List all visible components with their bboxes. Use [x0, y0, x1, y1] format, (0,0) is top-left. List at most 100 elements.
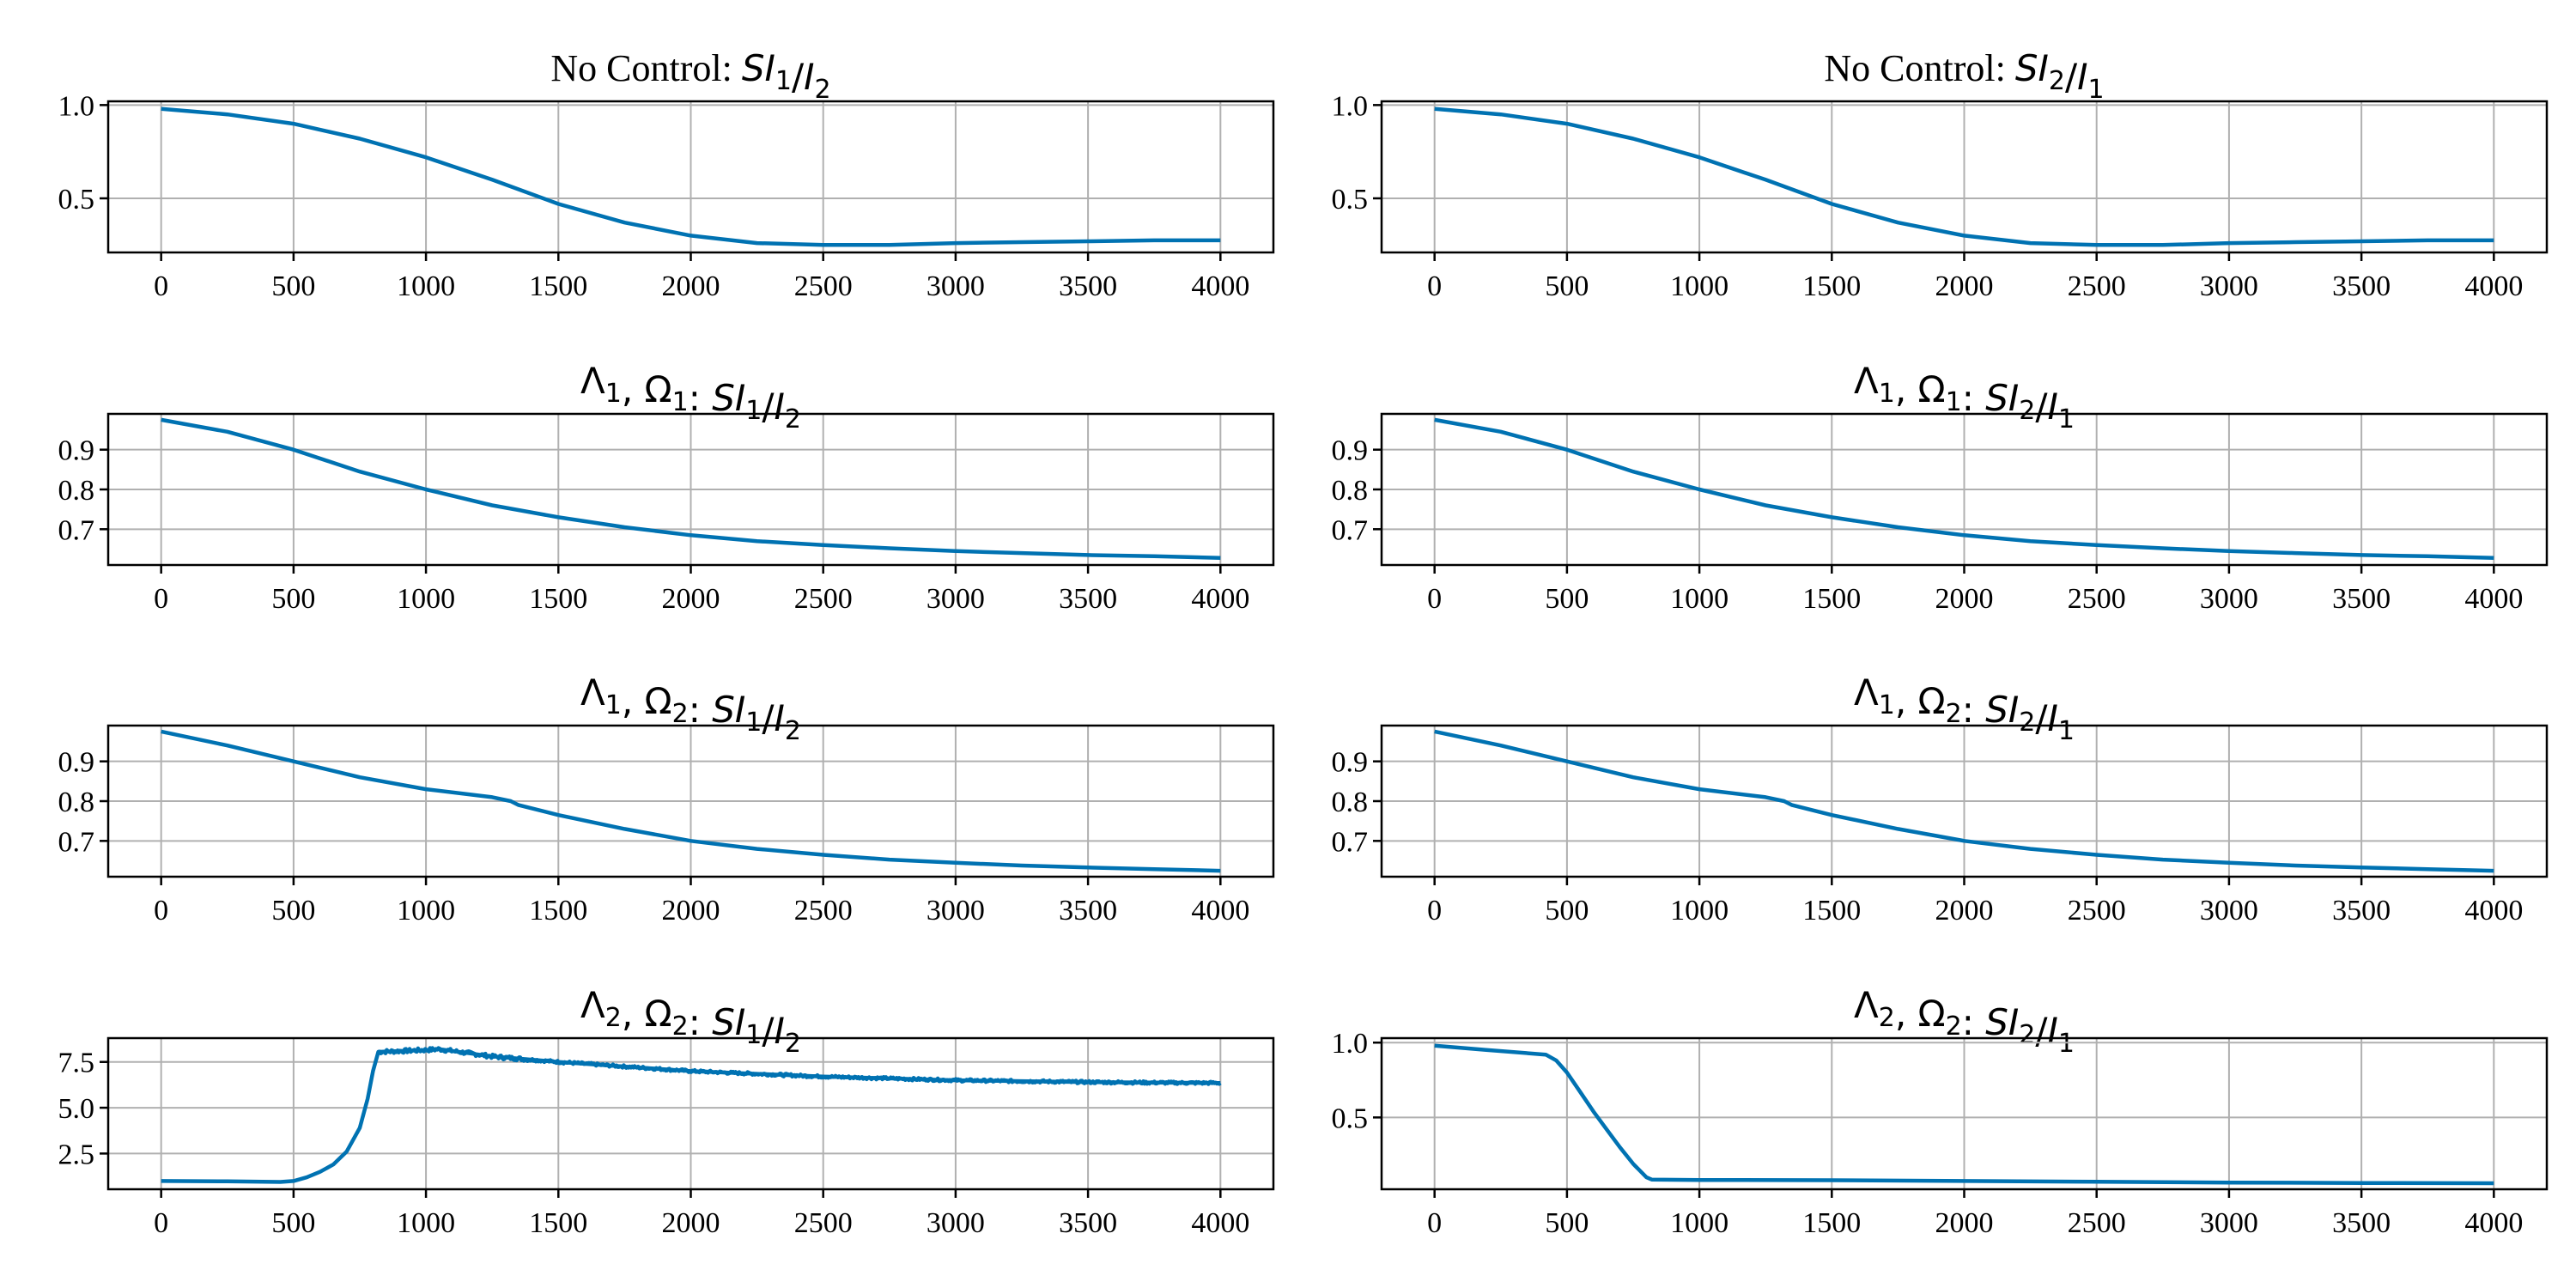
y-tick-label: 0.9: [1332, 435, 1369, 467]
x-tick-label: 1000: [397, 1207, 455, 1239]
subplot-title: Λ1, Ω1: SI2/I1: [1854, 360, 2075, 434]
x-tick-label: 3500: [1059, 270, 1117, 302]
subplot-title: Λ1, Ω2: SI2/I1: [1854, 671, 2075, 746]
y-tick-label: 0.9: [58, 435, 95, 467]
x-tick-label: 2500: [794, 270, 853, 302]
x-tick-label: 4000: [2464, 270, 2523, 302]
subplot-8: Λ2, Ω2: SI2/I1 0 500 1000 1500 2000 2500 3000 35…: [1332, 984, 2549, 1239]
x-tick-label: 0: [154, 583, 168, 615]
y-tick-label: 0.7: [58, 826, 95, 858]
y-tick-label: 0.5: [58, 184, 95, 216]
x-tick-label: 1000: [397, 270, 455, 302]
data-series-line: [1434, 729, 2494, 873]
y-tick-label: 0.5: [1332, 1103, 1369, 1134]
y-tick-label: 0.5: [1332, 184, 1369, 216]
x-tick-label: 2000: [662, 583, 720, 615]
x-tick-label: 4000: [1191, 583, 1249, 615]
x-tick-label: 3000: [2200, 1207, 2258, 1239]
x-tick-label: 1500: [1802, 583, 1861, 615]
x-tick-label: 2500: [794, 895, 853, 927]
x-tick-label: 2500: [794, 1207, 853, 1239]
y-tick-label: 0.8: [1332, 787, 1369, 818]
subplot-4: Λ1, Ω1: SI2/I1 0 500 1000 1500 2000 2500 3000 35…: [1332, 360, 2549, 615]
x-tick-label: 0: [1427, 895, 1442, 927]
x-tick-label: 2000: [1935, 270, 1994, 302]
x-tick-label: 1000: [397, 895, 455, 927]
data-series-line: [161, 729, 1221, 873]
x-tick-label: 2000: [662, 1207, 720, 1239]
y-tick-label: 2.5: [58, 1139, 95, 1170]
x-tick-label: 500: [271, 583, 315, 615]
subplot-title: Λ1, Ω2: SI1/I2: [580, 671, 801, 746]
x-tick-label: 1000: [1670, 270, 1728, 302]
x-tick-label: 0: [1427, 270, 1442, 302]
x-tick-label: 3000: [2200, 895, 2258, 927]
x-tick-label: 3000: [2200, 583, 2258, 615]
x-tick-label: 3500: [2332, 583, 2391, 615]
subplot-7: Λ2, Ω2: SI1/I2 0 500 1000 1500 2000 2500 3000 35…: [58, 984, 1275, 1239]
x-tick-label: 2000: [1935, 895, 1994, 927]
x-tick-label: 2000: [1935, 583, 1994, 615]
y-tick-label: 0.9: [58, 747, 95, 779]
y-tick-label: 0.7: [1332, 826, 1369, 858]
x-tick-label: 3500: [2332, 895, 2391, 927]
x-tick-label: 3500: [1059, 583, 1117, 615]
x-tick-label: 3000: [927, 270, 985, 302]
x-tick-label: 4000: [2464, 895, 2523, 927]
subplot-title: Λ2, Ω2: SI1/I2: [580, 984, 801, 1059]
x-tick-label: 2500: [2068, 270, 2126, 302]
x-tick-label: 2500: [2068, 1207, 2126, 1239]
x-tick-label: 1500: [1802, 270, 1861, 302]
data-series-line: [1434, 106, 2494, 247]
x-tick-label: 500: [271, 895, 315, 927]
x-tick-label: 3500: [2332, 270, 2391, 302]
y-tick-label: 0.8: [58, 475, 95, 507]
y-tick-label: 0.9: [1332, 747, 1369, 779]
x-tick-label: 2000: [1935, 1207, 1994, 1239]
x-tick-label: 4000: [2464, 583, 2523, 615]
x-tick-label: 3500: [1059, 895, 1117, 927]
x-tick-label: 500: [1545, 583, 1589, 615]
x-tick-label: 2500: [794, 583, 853, 615]
x-tick-label: 0: [154, 895, 168, 927]
x-tick-label: 0: [154, 270, 168, 302]
x-tick-label: 4000: [1191, 895, 1249, 927]
y-tick-label: 7.5: [58, 1048, 95, 1079]
y-tick-label: 1.0: [1332, 1028, 1369, 1060]
x-tick-label: 2500: [2068, 583, 2126, 615]
x-tick-label: 1500: [529, 1207, 587, 1239]
y-tick-label: 1.0: [58, 90, 95, 122]
x-tick-label: 500: [1545, 1207, 1589, 1239]
y-tick-label: 5.0: [58, 1093, 95, 1125]
subplot-title: No Control: SI1/I2: [550, 47, 830, 105]
x-tick-label: 0: [1427, 583, 1442, 615]
x-tick-label: 1500: [1802, 895, 1861, 927]
x-tick-label: 3000: [927, 1207, 985, 1239]
y-tick-label: 0.8: [1332, 475, 1369, 507]
subplot-title: No Control: SI2/I1: [1824, 47, 2104, 105]
x-tick-label: 1500: [529, 270, 587, 302]
x-tick-label: 1500: [529, 895, 587, 927]
data-series-line: [161, 106, 1221, 247]
data-series-line: [161, 417, 1221, 560]
x-tick-label: 500: [1545, 895, 1589, 927]
x-tick-label: 0: [1427, 1207, 1442, 1239]
x-tick-label: 3000: [2200, 270, 2258, 302]
x-tick-label: 500: [1545, 270, 1589, 302]
subplot-5: Λ1, Ω2: SI1/I2 0 500 1000 1500 2000 2500 3000 35…: [58, 671, 1275, 927]
x-tick-label: 4000: [1191, 270, 1249, 302]
x-tick-label: 4000: [2464, 1207, 2523, 1239]
subplot-title: Λ2, Ω2: SI2/I1: [1854, 984, 2075, 1059]
y-tick-label: 1.0: [1332, 90, 1369, 122]
x-tick-label: 1000: [1670, 583, 1728, 615]
subplot-6: Λ1, Ω2: SI2/I1 0 500 1000 1500 2000 2500 3000 35…: [1332, 671, 2549, 927]
subplot-3: Λ1, Ω1: SI1/I2 0 500 1000 1500 2000 2500 3000 35…: [58, 360, 1275, 615]
data-series-line: [1434, 1043, 2494, 1186]
x-tick-label: 4000: [1191, 1207, 1249, 1239]
x-tick-label: 3000: [927, 895, 985, 927]
subplot-2: No Control: SI2/I1 0 500 1000 1500 2000 2500 30…: [1332, 47, 2549, 302]
y-tick-label: 0.7: [58, 514, 95, 546]
data-series-noise: [377, 1046, 1222, 1086]
x-tick-label: 1000: [397, 583, 455, 615]
subplot-1: No Control: SI1/I2 0 500 1000 1500 2000 2500 30…: [58, 47, 1275, 302]
